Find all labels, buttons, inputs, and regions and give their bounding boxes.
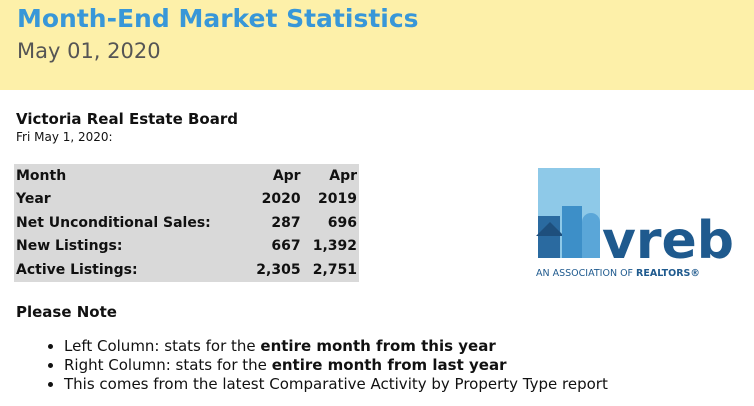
logo-roof	[536, 222, 564, 236]
table-value: 2020	[261, 191, 301, 208]
note-item: Left Column: stats for the entire month …	[64, 337, 608, 356]
logo-dome-top	[582, 213, 600, 231]
logo: vreb AN ASSOCIATION OF REALTORS®	[536, 168, 732, 279]
table-value: Apr	[272, 167, 301, 184]
stats-table: Month Apr Apr Year 2020 2019 Net Unconditional…	[14, 164, 359, 282]
logo-house	[538, 216, 560, 258]
table-row: Month Apr Apr	[14, 164, 359, 188]
note-item: Right Column: stats for the entire month…	[64, 356, 608, 375]
notes-title: Please Note	[16, 303, 117, 321]
note-bold: entire month from last year	[271, 356, 507, 374]
title: Month-End Market Statistics	[17, 4, 419, 33]
note-text: Left Column: stats for the	[64, 337, 256, 355]
board-name: Victoria Real Estate Board	[16, 110, 238, 128]
board-date: Fri May 1, 2020:	[16, 130, 113, 144]
table-value: 2019	[318, 191, 357, 208]
logo-word: vreb	[602, 211, 732, 271]
table-value: 2,305	[256, 261, 301, 278]
table-row: Active Listings: 2,305 2,751	[14, 258, 359, 282]
notes-list: Left Column: stats for the entire month …	[16, 337, 608, 394]
notes: Please Note Left Column: stats for the e…	[16, 303, 608, 394]
table-label: New Listings:	[16, 238, 123, 255]
logo-dome	[582, 222, 600, 258]
logo-tower	[562, 206, 582, 258]
header: Month-End Market Statistics May 01, 2020	[0, 0, 754, 90]
table-label: Year	[16, 191, 51, 208]
logo-tagline: AN ASSOCIATION OF REALTORS®	[536, 268, 700, 279]
table-value: 667	[271, 238, 301, 255]
table-label: Active Listings:	[16, 261, 138, 278]
board: Victoria Real Estate Board Fri May 1, 20…	[16, 110, 238, 144]
note-bold: entire month from this year	[260, 337, 496, 355]
table-value: 696	[327, 214, 357, 231]
table-label: Net Unconditional Sales:	[16, 214, 211, 231]
table-label: Month	[16, 167, 67, 184]
table-value: Apr	[329, 167, 357, 184]
table-row: New Listings: 667 1,392	[14, 235, 359, 259]
note-text: Right Column: stats for the	[64, 356, 267, 374]
logo-tagline-bold: REALTORS®	[636, 268, 700, 279]
table-value: 1,392	[312, 238, 357, 255]
logo-tagline-text: AN ASSOCIATION OF	[536, 268, 633, 279]
table-value: 2,751	[312, 261, 357, 278]
table-row: Year 2020 2019	[14, 188, 359, 212]
table-value: 287	[271, 214, 301, 231]
note-item: This comes from the latest Comparative A…	[64, 375, 608, 394]
header-date: May 01, 2020	[17, 39, 161, 63]
note-text: This comes from the latest Comparative A…	[64, 375, 608, 393]
table-row: Net Unconditional Sales: 287 696	[14, 211, 359, 235]
